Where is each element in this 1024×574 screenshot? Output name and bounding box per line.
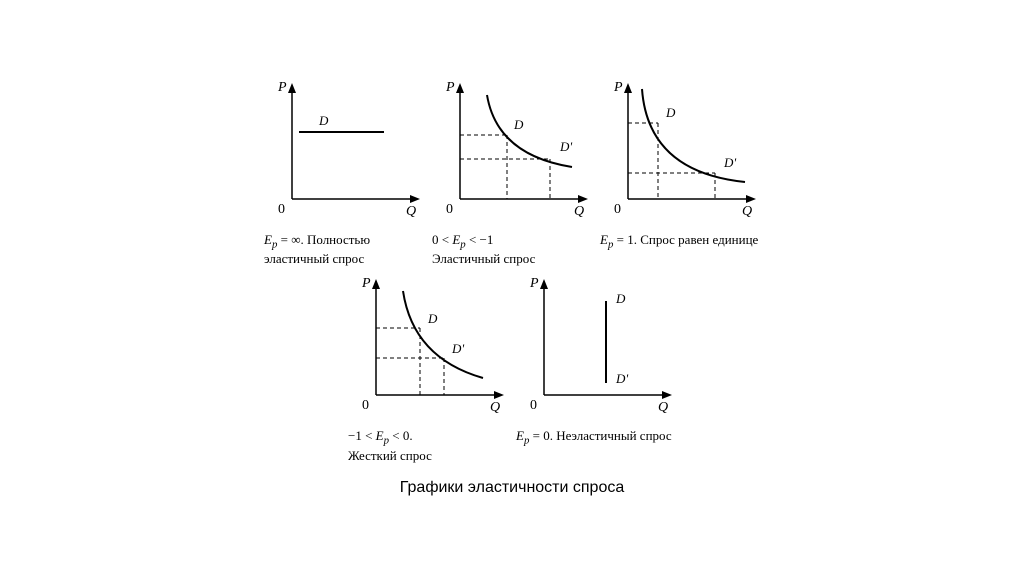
panel-p2: P Q 0 D D' 0 < Ep < −1Эластичный спрос [432, 77, 592, 267]
chart-p5: P Q 0 D D' [516, 273, 676, 428]
caption-p1: Ep = ∞. Полностью эластичный спрос [264, 232, 424, 267]
panel-p4: P Q 0 D D' −1 < Ep < 0.Жесткий спрос [348, 273, 508, 463]
chart-p2: P Q 0 D D' [432, 77, 592, 232]
caption-p4: −1 < Ep < 0.Жесткий спрос [348, 428, 508, 463]
svg-text:D: D [665, 105, 676, 120]
svg-text:D: D [615, 291, 626, 306]
panel-p5: P Q 0 D D' Ep = 0. Неэластичный спрос [516, 273, 676, 463]
svg-text:D': D' [723, 155, 736, 170]
figure-caption: Графики эластичности спроса [400, 479, 625, 497]
svg-text:0: 0 [278, 202, 285, 217]
svg-text:D: D [427, 311, 438, 326]
figure-container: P Q 0 D Ep = ∞. Полностью эластичный спрос P Q… [264, 77, 760, 497]
svg-text:0: 0 [446, 202, 453, 217]
svg-text:Q: Q [406, 204, 416, 219]
svg-text:D: D [318, 113, 329, 128]
svg-text:D': D' [451, 341, 464, 356]
svg-text:P: P [277, 80, 287, 95]
svg-text:Q: Q [742, 204, 752, 219]
bottom-row: P Q 0 D D' −1 < Ep < 0.Жесткий спрос P Q 0 D D' Ep … [348, 273, 676, 463]
svg-text:0: 0 [614, 202, 621, 217]
chart-p1: P Q 0 D [264, 77, 424, 232]
caption-p5: Ep = 0. Неэластичный спрос [516, 428, 676, 448]
svg-text:P: P [361, 276, 371, 291]
panel-p1: P Q 0 D Ep = ∞. Полностью эластичный спрос [264, 77, 424, 267]
svg-text:D: D [513, 117, 524, 132]
top-row: P Q 0 D Ep = ∞. Полностью эластичный спрос P Q… [264, 77, 760, 267]
svg-text:P: P [529, 276, 539, 291]
caption-p3: Ep = 1. Спрос равен единице [600, 232, 760, 252]
svg-text:D': D' [615, 371, 628, 386]
svg-text:Q: Q [658, 400, 668, 415]
svg-text:Q: Q [490, 400, 500, 415]
svg-text:0: 0 [362, 398, 369, 413]
svg-text:P: P [445, 80, 455, 95]
chart-p4: P Q 0 D D' [348, 273, 508, 428]
svg-text:0: 0 [530, 398, 537, 413]
svg-text:D': D' [559, 139, 572, 154]
svg-text:P: P [613, 80, 623, 95]
panel-p3: P Q 0 D D' Ep = 1. Спрос равен единице [600, 77, 760, 267]
chart-p3: P Q 0 D D' [600, 77, 760, 232]
svg-text:Q: Q [574, 204, 584, 219]
caption-p2: 0 < Ep < −1Эластичный спрос [432, 232, 592, 267]
